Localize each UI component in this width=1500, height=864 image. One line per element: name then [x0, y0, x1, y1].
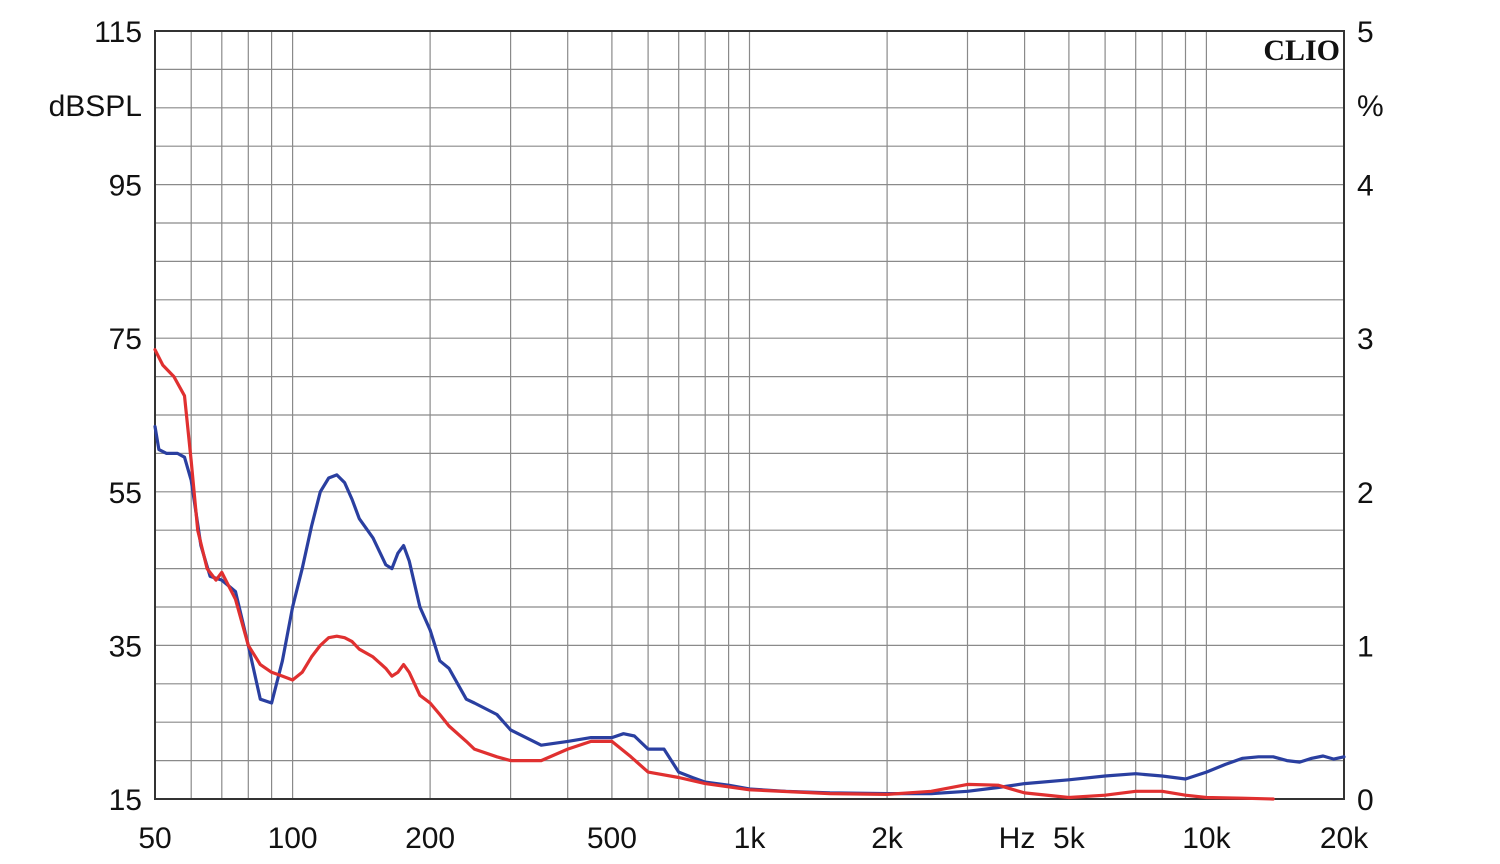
clio-logo: CLIO: [1263, 34, 1340, 67]
y-tick-label: 115: [94, 16, 142, 49]
x-tick-label: 1k: [734, 822, 767, 855]
x-tick-label: 10k: [1182, 822, 1231, 855]
y2-tick-label: 4: [1357, 170, 1374, 203]
y2-tick-label: 5: [1357, 16, 1374, 49]
y2-tick-label: 1: [1357, 630, 1374, 663]
y-tick-label: 15: [109, 784, 142, 817]
x-tick-label: 100: [268, 822, 318, 855]
y-axis-label: dBSPL: [49, 90, 142, 123]
grid: [155, 31, 1344, 799]
y-tick-label: 55: [109, 477, 142, 510]
tick-labels: 50 100 200 500 1k 2k 5k 10k 20k 115 95 75 55 35 15 5 4 3 2…: [94, 16, 1374, 855]
x-tick-label: 5k: [1053, 822, 1086, 855]
y-tick-label: 75: [109, 323, 142, 356]
series-line-1: [153, 424, 1346, 796]
y2-tick-label: 3: [1357, 323, 1374, 356]
x-axis-label: Hz: [999, 822, 1036, 855]
series-line-2: [153, 348, 1275, 801]
x-tick-label: 20k: [1320, 822, 1369, 855]
y-tick-label: 95: [109, 170, 142, 203]
x-tick-label: 50: [138, 822, 171, 855]
x-tick-label: 2k: [871, 822, 904, 855]
y-tick-label: 35: [109, 630, 142, 663]
x-tick-label: 500: [587, 822, 637, 855]
y2-tick-label: 2: [1357, 477, 1374, 510]
y2-tick-label: 0: [1357, 784, 1374, 817]
y2-axis-label: %: [1357, 90, 1384, 123]
series-layer: [153, 348, 1346, 801]
x-tick-label: 200: [405, 822, 455, 855]
plot-frame: [154, 30, 1345, 800]
